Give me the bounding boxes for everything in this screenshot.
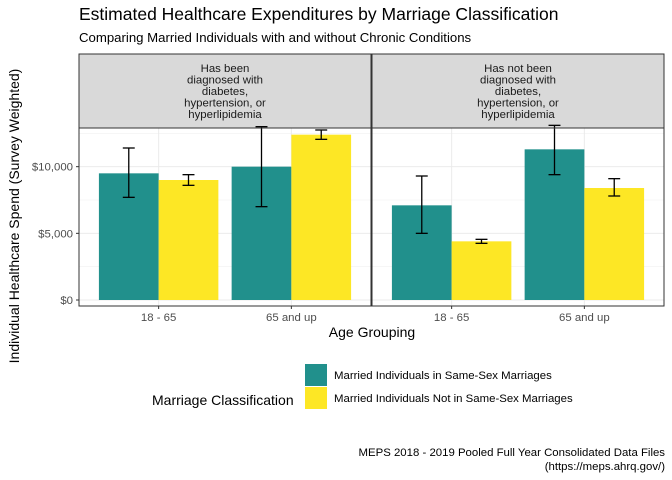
panel-border xyxy=(371,127,665,307)
facet-strip-label: diagnosed with xyxy=(480,75,556,87)
y-tick-label: $5,000 xyxy=(38,228,73,240)
caption-line-2: (https://meps.ahrq.gov/) xyxy=(545,461,665,473)
chart-title: Estimated Healthcare Expenditures by Mar… xyxy=(79,4,559,24)
bar xyxy=(584,188,645,300)
facet-strip-label: hyperlipidemia xyxy=(481,109,555,121)
bar xyxy=(451,241,512,300)
panel-border xyxy=(78,127,372,307)
bar xyxy=(291,134,352,300)
x-tick-label: 18 - 65 xyxy=(434,312,469,324)
facet-strip-label: diabetes, xyxy=(202,86,248,98)
legend-swatch-same-sex xyxy=(305,364,327,386)
legend-label-same-sex: Married Individuals in Same-Sex Marriage… xyxy=(334,370,552,382)
facet-strip-label: diagnosed with xyxy=(187,75,263,87)
facet-strip xyxy=(371,53,665,129)
y-tick-label: $10,000 xyxy=(32,162,73,174)
facet-strip-label: hypertension, or xyxy=(477,98,559,110)
x-tick-label: 65 and up xyxy=(559,312,610,324)
facet-strip-label: diabetes, xyxy=(495,86,541,98)
facet-strip-label: Has not been xyxy=(484,63,552,75)
bar xyxy=(158,180,219,300)
caption-line-1: MEPS 2018 - 2019 Pooled Full Year Consol… xyxy=(359,447,666,459)
y-tick-label: $0 xyxy=(60,295,73,307)
legend-label-not-same-sex: Married Individuals Not in Same-Sex Marr… xyxy=(334,393,573,405)
legend: Marriage Classification Married Individu… xyxy=(152,364,573,409)
facet-strip xyxy=(78,53,372,129)
y-axis-title: Individual Healthcare Spend (Survey Weig… xyxy=(6,69,22,364)
facet-strip-label: hypertension, or xyxy=(184,98,266,110)
facet-strip-label: hyperlipidemia xyxy=(188,109,262,121)
chart-subtitle: Comparing Married Individuals with and w… xyxy=(79,30,472,45)
x-tick-label: 18 - 65 xyxy=(141,312,176,324)
x-axis-title: Age Grouping xyxy=(329,324,415,340)
x-tick-label: 65 and up xyxy=(266,312,317,324)
legend-swatch-not-same-sex xyxy=(305,387,327,409)
legend-title: Marriage Classification xyxy=(152,392,294,408)
facet-strip-label: Has been xyxy=(201,63,250,75)
